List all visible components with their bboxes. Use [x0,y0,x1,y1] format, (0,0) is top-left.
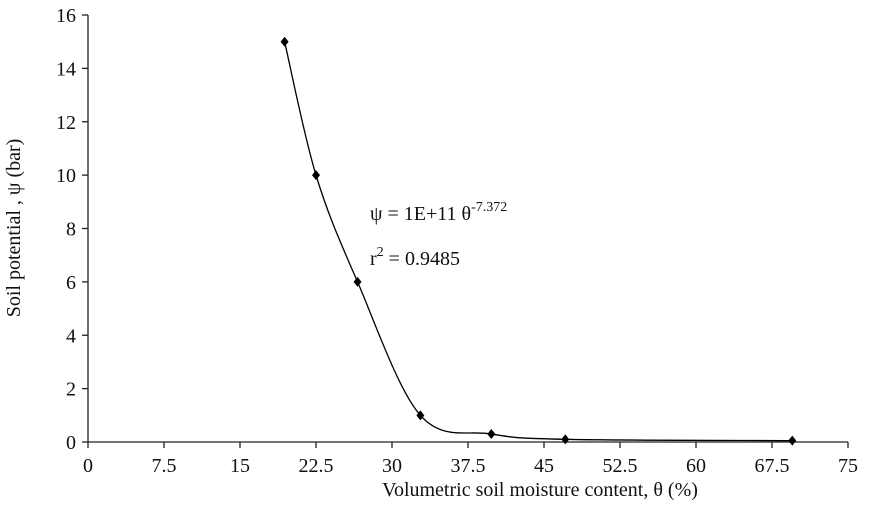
x-tick-label: 45 [534,455,554,477]
y-tick-label: 12 [56,112,76,134]
x-tick-label: 30 [382,455,402,477]
x-tick-label: 37.5 [451,455,486,477]
equation: ψ = 1E+11 θ-7.372 [370,200,507,225]
x-tick-label: 75 [838,455,858,477]
x-tick-label: 0 [83,455,93,477]
y-tick-label: 14 [56,58,76,80]
x-tick-label: 15 [230,455,250,477]
point [487,428,496,439]
r-squared: r2 = 0.9485 [370,245,460,270]
x-tick-label: 60 [686,455,706,477]
point [416,410,425,421]
y-tick-label: 8 [66,219,76,241]
y-tick-label: 4 [66,325,76,347]
point [561,434,570,445]
x-tick-label: 52.5 [603,455,638,477]
y-tick-label: 10 [56,165,76,187]
x-axis-label: Volumetric soil moisture content, θ (%) [382,479,698,501]
x-tick-label: 22.5 [299,455,334,477]
y-tick-label: 0 [66,432,76,454]
point [788,435,797,446]
y-tick-label: 2 [66,379,76,401]
point [353,276,362,287]
point [280,36,289,47]
point [312,170,320,181]
x-tick-label: 67.5 [755,455,790,477]
x-tick-label: 7.5 [152,455,177,477]
y-tick-label: 6 [66,272,76,294]
y-axis-label: Soil potential , ψ (bar) [3,139,25,318]
y-tick-label: 16 [56,5,76,27]
fit-curve [283,41,793,442]
